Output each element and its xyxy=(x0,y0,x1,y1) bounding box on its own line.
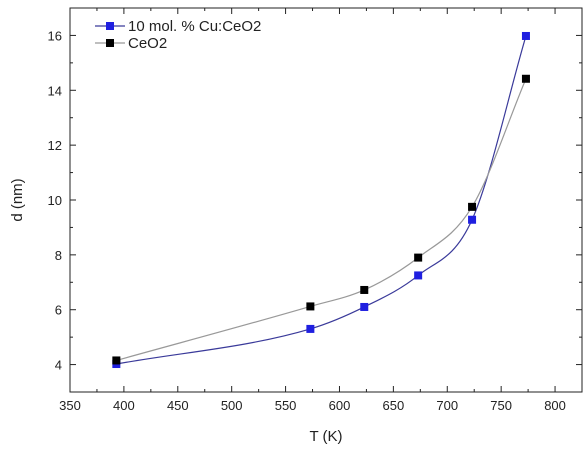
series-line-0 xyxy=(116,35,527,365)
y-tick-label: 4 xyxy=(55,358,62,373)
data-point-series-1 xyxy=(468,202,477,211)
y-tick-label: 12 xyxy=(48,138,62,153)
x-tick-label: 650 xyxy=(383,398,405,413)
data-point-series-0 xyxy=(360,302,369,311)
series-markers xyxy=(112,31,530,369)
data-point-series-1 xyxy=(521,74,530,83)
y-tick-label: 8 xyxy=(55,248,62,263)
data-point-series-0 xyxy=(306,324,315,333)
x-tick-label: 400 xyxy=(113,398,135,413)
data-point-series-1 xyxy=(306,302,315,311)
plot-frame xyxy=(69,7,583,393)
y-tick-label: 16 xyxy=(48,28,62,43)
legend-label-0: 10 mol. % Cu:CeO2 xyxy=(128,18,261,35)
y-tick-label: 10 xyxy=(48,193,62,208)
x-tick-label: 700 xyxy=(436,398,458,413)
x-tick-label: 550 xyxy=(275,398,297,413)
series-curves xyxy=(116,35,527,365)
data-point-series-0 xyxy=(521,31,530,40)
legend-marker-1 xyxy=(106,39,114,47)
axes: 350 400 450 500 550 600 650 700 750 800 4 6 8 10 12 14 1… xyxy=(48,7,583,413)
y-tick-label: 6 xyxy=(55,303,62,318)
y-tick-label: 14 xyxy=(48,83,62,98)
x-tick-label: 500 xyxy=(221,398,243,413)
x-tick-label: 750 xyxy=(490,398,512,413)
data-point-series-1 xyxy=(414,253,423,262)
legend-marker-0 xyxy=(106,22,114,30)
series-line-1 xyxy=(116,78,527,362)
x-tick-label: 350 xyxy=(59,398,81,413)
data-point-series-0 xyxy=(468,215,477,224)
x-tick-label: 600 xyxy=(329,398,351,413)
data-point-series-0 xyxy=(414,271,423,280)
x-axis-title: T (K) xyxy=(309,428,342,445)
y-axis-title: d (nm) xyxy=(9,178,26,221)
x-tick-label: 450 xyxy=(167,398,189,413)
data-point-series-1 xyxy=(360,285,369,294)
legend-label-1: CeO2 xyxy=(128,35,167,52)
x-tick-label: 800 xyxy=(544,398,566,413)
data-point-series-1 xyxy=(112,356,121,365)
